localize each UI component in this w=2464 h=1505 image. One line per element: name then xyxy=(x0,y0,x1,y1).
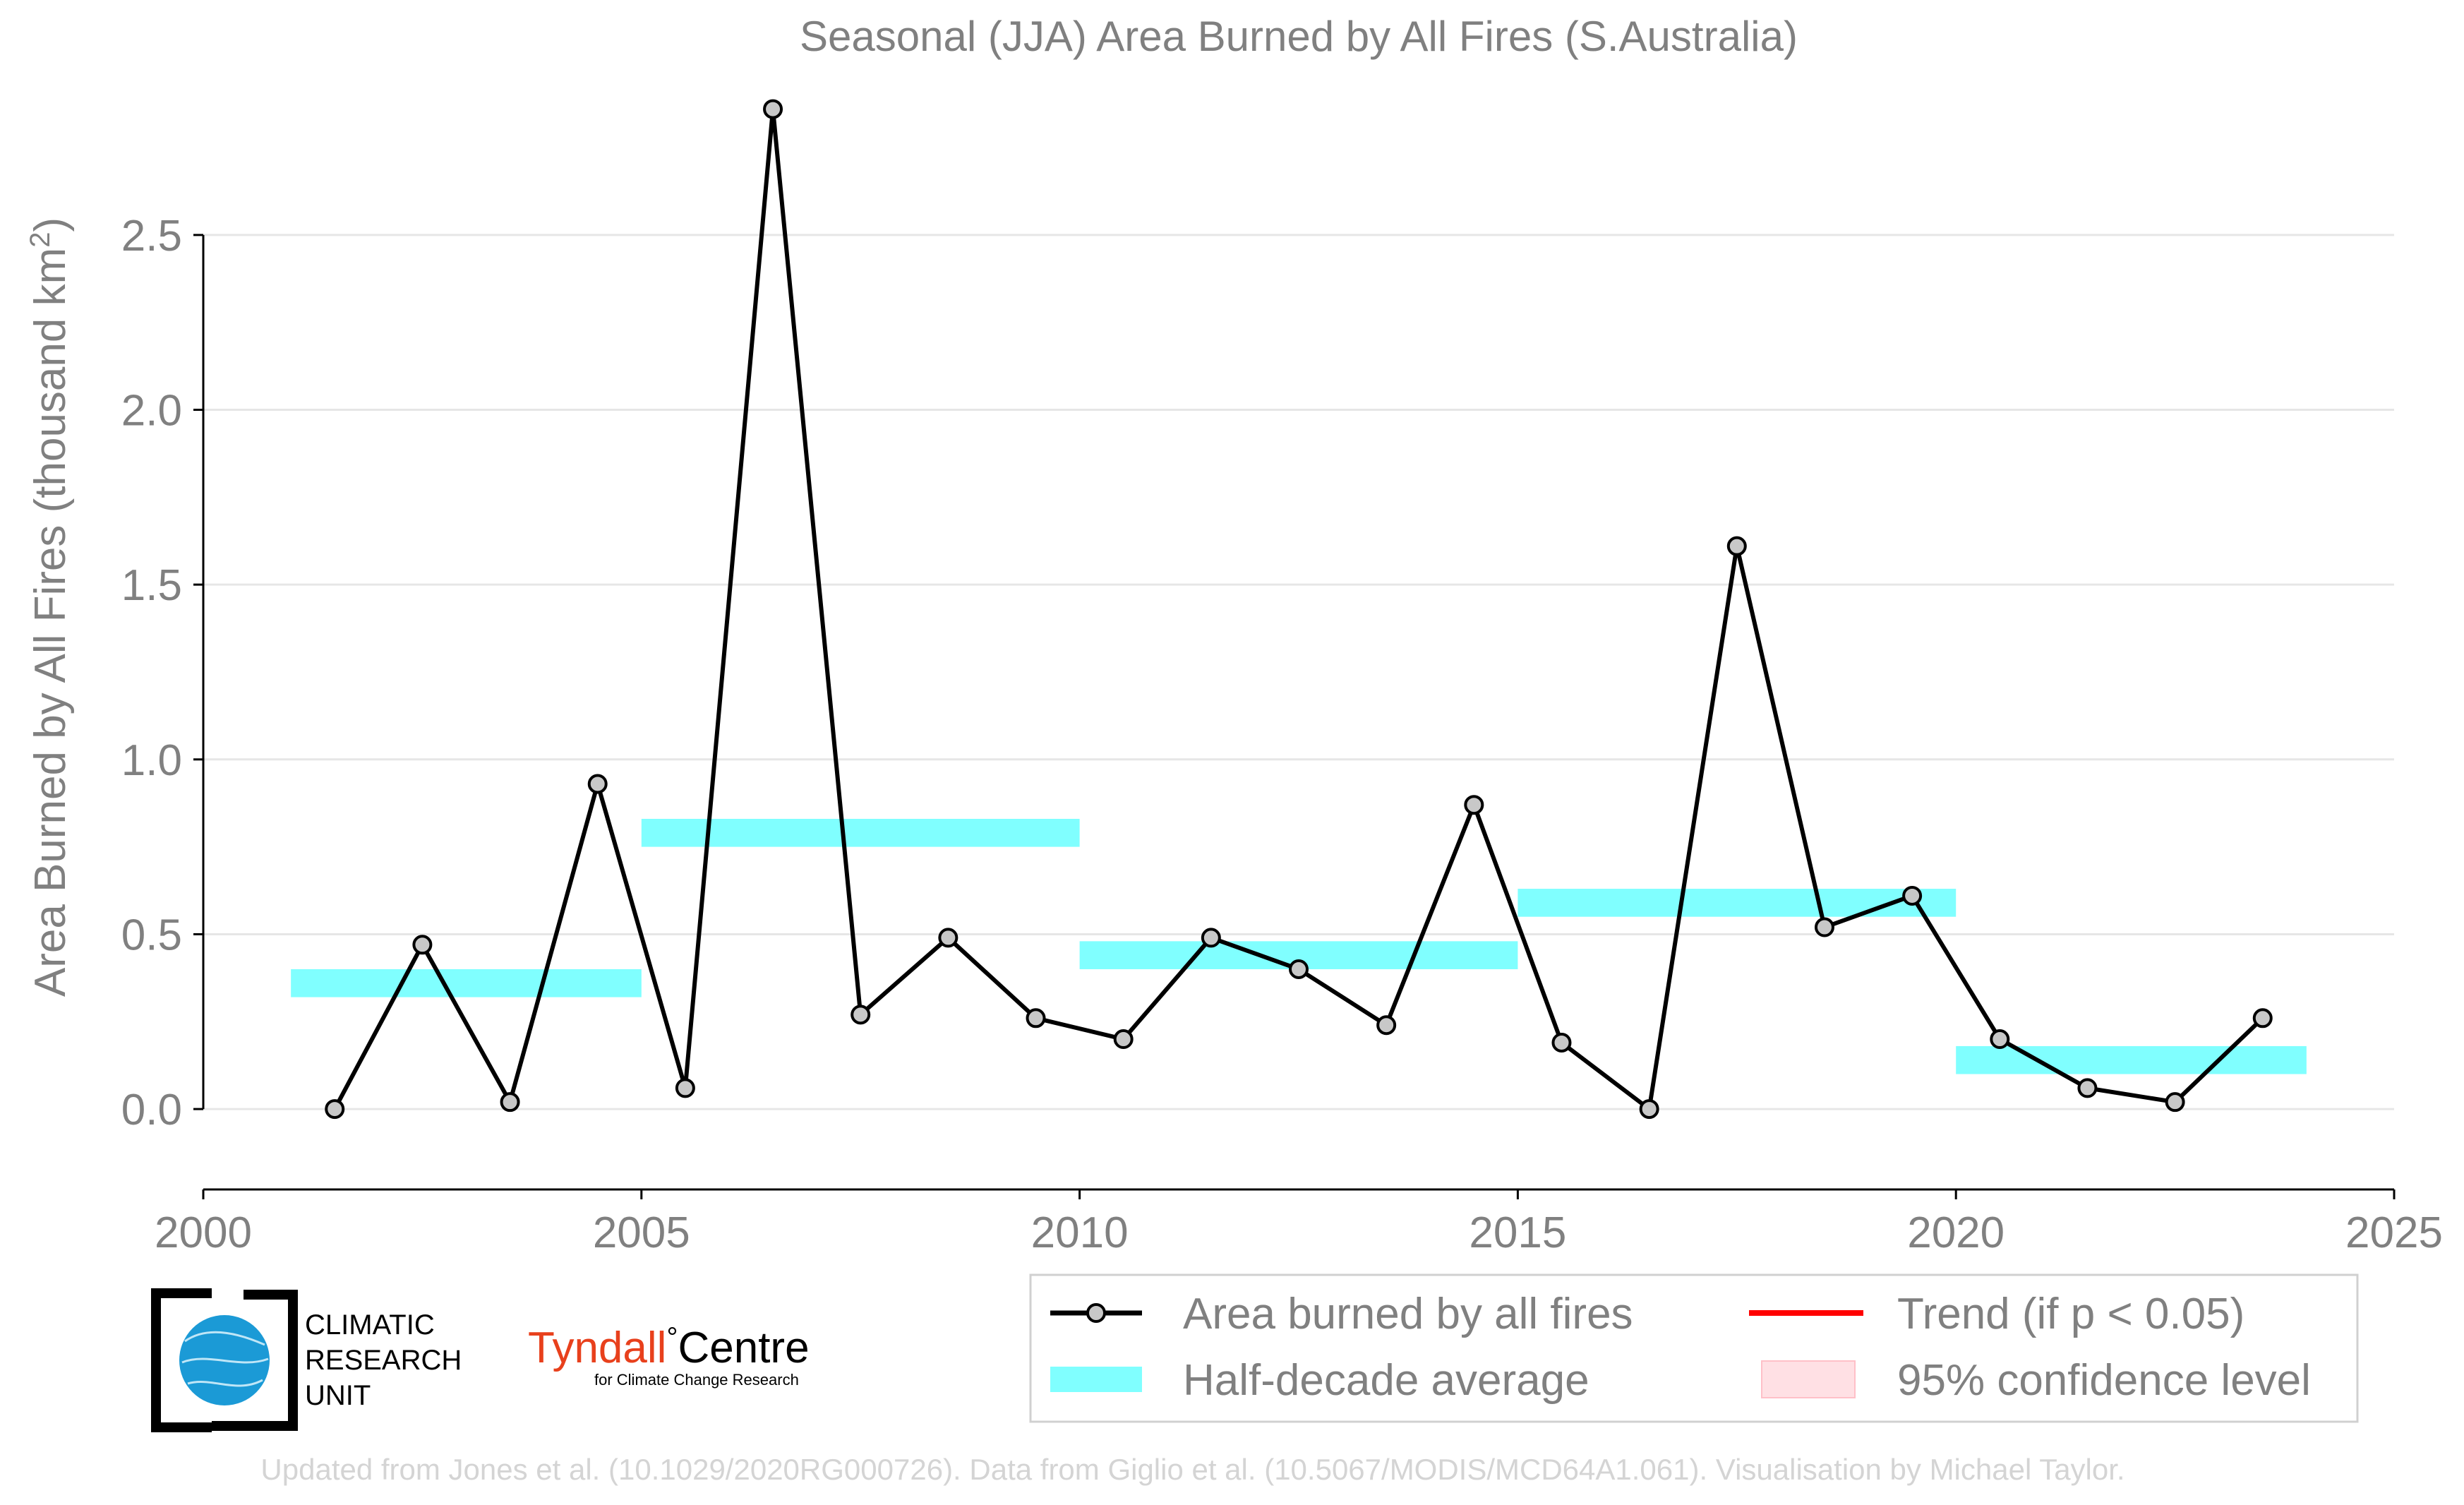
cru-logo-bracket-right xyxy=(212,1290,298,1431)
y-tick-label: 0.5 xyxy=(121,911,182,959)
legend-swatch-half-decade xyxy=(1050,1367,1142,1392)
data-point xyxy=(1464,795,1484,815)
legend-label-area-burned: Area burned by all fires xyxy=(1183,1290,1633,1338)
tyndall-name: Tyndall xyxy=(528,1324,666,1372)
data-point xyxy=(1376,1015,1397,1036)
legend-swatch-confidence xyxy=(1761,1360,1856,1398)
y-axis-label-superscript: 2 xyxy=(25,232,56,248)
globe-icon-contour-3 xyxy=(187,1379,263,1387)
data-point xyxy=(2165,1092,2185,1113)
legend-box xyxy=(1029,1273,2359,1423)
data-point xyxy=(938,928,958,948)
cru-logo-line-3: UNIT xyxy=(305,1380,371,1411)
globe-icon-contour-1 xyxy=(184,1331,265,1346)
tyndall-centre: Centre xyxy=(678,1324,809,1372)
data-point xyxy=(1990,1029,2010,1050)
data-point xyxy=(2252,1008,2273,1029)
half-decade-average-bar xyxy=(1518,889,1957,917)
data-point xyxy=(1289,959,1309,979)
cru-logo-line-2: RESEARCH xyxy=(305,1345,462,1376)
data-point xyxy=(1814,917,1834,937)
data-point xyxy=(1902,885,1923,906)
data-point xyxy=(1726,536,1747,556)
x-tick-label: 2010 xyxy=(1031,1209,1129,1257)
x-tick-label: 2015 xyxy=(1469,1209,1566,1257)
globe-icon-contour-2 xyxy=(181,1357,269,1364)
legend-label-confidence: 95% confidence level xyxy=(1897,1356,2311,1405)
data-point xyxy=(1551,1032,1572,1053)
data-point xyxy=(763,99,783,119)
chart-title: Seasonal (JJA) Area Burned by All Fires … xyxy=(800,13,1798,60)
gridlines xyxy=(203,234,2394,1110)
y-axis-label-close: ) xyxy=(26,217,75,232)
tyndall-logo: Tyndall°Centre for Climate Change Resear… xyxy=(528,1322,810,1389)
y-tick-label: 1.5 xyxy=(121,561,182,610)
half-decade-average-bar xyxy=(1956,1045,2307,1074)
cru-logo: CLIMATIC RESEARCH UNIT xyxy=(151,1285,462,1437)
half-decade-average-bar xyxy=(291,969,642,997)
data-point xyxy=(675,1078,695,1098)
legend-label-half-decade: Half-decade average xyxy=(1183,1356,1589,1405)
tyndall-degree: ° xyxy=(666,1322,678,1353)
data-point xyxy=(325,1099,345,1120)
data-point xyxy=(587,774,608,794)
x-tick-label: 2000 xyxy=(155,1209,252,1257)
data-point xyxy=(2077,1078,2098,1098)
y-tick-label: 2.0 xyxy=(121,387,182,436)
data-point xyxy=(851,1005,871,1025)
data-point xyxy=(1113,1029,1134,1050)
footer-credit: Updated from Jones et al. (10.1029/2020R… xyxy=(260,1453,2125,1486)
y-tick-label: 0.0 xyxy=(121,1086,182,1134)
data-point xyxy=(1201,928,1221,948)
data-point xyxy=(412,935,433,955)
tyndall-wordmark: Tyndall°Centre xyxy=(528,1322,810,1372)
cru-logo-line-1: CLIMATIC xyxy=(305,1309,435,1341)
x-tick-label: 2025 xyxy=(2345,1209,2443,1257)
half-decade-average-bar xyxy=(641,819,1080,847)
y-axis-label-main: Area Burned by All Fires (thousand km xyxy=(26,248,75,997)
half-decade-average-bars xyxy=(291,819,2307,1074)
legend-swatch-area-burned-marker xyxy=(1086,1303,1106,1323)
tyndall-subtitle: for Climate Change Research xyxy=(594,1371,799,1389)
series-area-burned xyxy=(325,99,2273,1120)
y-tick-label: 2.5 xyxy=(121,212,182,260)
x-tick-label: 2005 xyxy=(593,1209,690,1257)
y-tick-label: 1.0 xyxy=(121,736,182,785)
data-point xyxy=(1026,1008,1046,1029)
legend: Area burned by all fires Trend (if p < 0… xyxy=(1029,1273,2359,1423)
x-tick-label: 2020 xyxy=(1907,1209,2005,1257)
y-axis-label: Area Burned by All Fires (thousand km2) xyxy=(25,217,75,997)
data-point xyxy=(500,1092,520,1113)
data-point xyxy=(1639,1099,1659,1120)
y-axis: 0.0 0.5 1.0 1.5 2.0 2.5 xyxy=(121,212,205,1134)
legend-label-trend: Trend (if p < 0.05) xyxy=(1897,1290,2244,1338)
x-axis: 2000 2005 2010 2015 2020 2025 xyxy=(155,1188,2443,1257)
